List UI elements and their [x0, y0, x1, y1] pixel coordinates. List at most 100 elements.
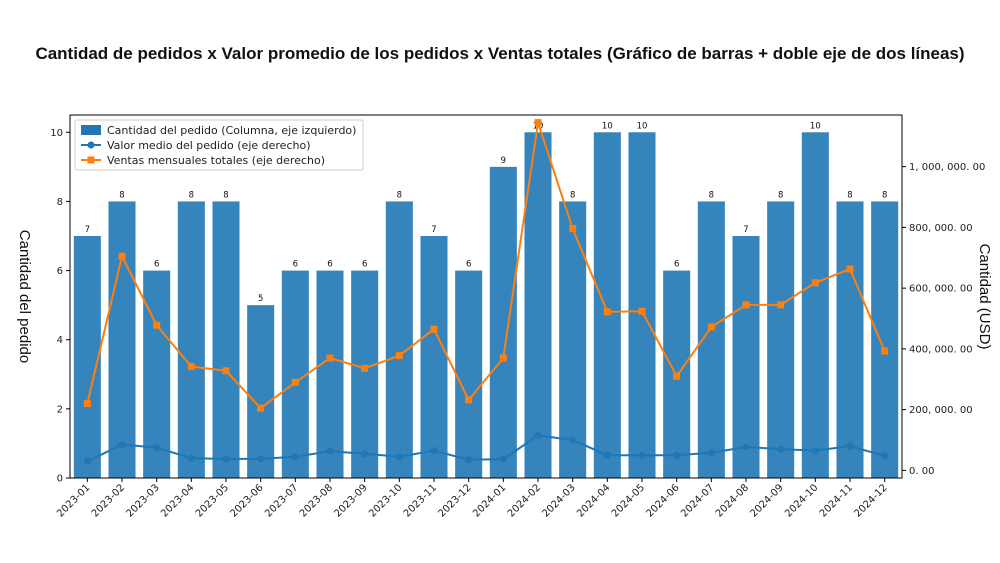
y-tick-label: 4 [57, 335, 63, 346]
line-point [187, 454, 195, 462]
bar [732, 236, 760, 478]
line-point [534, 431, 542, 439]
line-point [395, 352, 403, 360]
x-tick-label: 2023-08 [298, 482, 335, 519]
bar-value-label: 8 [223, 190, 228, 200]
x-tick-label: 2023-07 [263, 482, 300, 519]
bar-value-label: 6 [154, 260, 159, 270]
bar-value-label: 7 [743, 225, 748, 235]
bar-value-label: 8 [570, 190, 575, 200]
line-point [395, 453, 403, 461]
line-point [326, 447, 334, 455]
series-line [86, 122, 886, 410]
line-point [257, 404, 265, 412]
line-point [118, 441, 126, 449]
line-point [430, 447, 438, 455]
bar-value-label: 10 [637, 121, 648, 131]
bar [871, 201, 899, 478]
bar [351, 270, 379, 478]
x-tick-label: 2024-05 [610, 482, 647, 519]
bar-value-label: 8 [709, 190, 714, 200]
x-tick-label: 2023-01 [55, 482, 92, 519]
line-point [499, 354, 507, 362]
line-point [291, 453, 299, 461]
x-tick-label: 2024-11 [818, 482, 855, 519]
line-point [465, 456, 473, 464]
x-tick-label: 2024-07 [679, 482, 716, 519]
line-point [673, 451, 681, 459]
line-point [603, 451, 611, 459]
bar-value-label: 6 [466, 260, 471, 270]
bar-value-label: 6 [327, 260, 332, 270]
line-point [569, 225, 577, 233]
line-point [291, 378, 299, 386]
bar-value-label: 6 [674, 260, 679, 270]
line-point [153, 444, 161, 452]
bar [628, 132, 656, 479]
y2-tick-label: 800, 000. 00 [909, 223, 973, 234]
bar [177, 201, 205, 478]
x-tick-label: 2023-04 [159, 482, 196, 519]
bar-value-label: 7 [431, 225, 436, 235]
bar [767, 201, 795, 478]
x-tick-label: 2024-10 [783, 482, 820, 519]
line-point [465, 396, 473, 404]
legend-box [74, 119, 364, 171]
x-tick-label: 2023-02 [90, 482, 127, 519]
x-tick-label: 2024-09 [748, 482, 785, 519]
bar-value-label: 6 [362, 260, 367, 270]
x-tick-label: 2024-08 [714, 482, 751, 519]
bar-value-label: 5 [258, 294, 263, 304]
legend: Cantidad del pedido (Columna, eje izquie… [74, 119, 364, 171]
line-point [222, 367, 230, 375]
legend-label: Cantidad del pedido (Columna, eje izquie… [107, 124, 356, 137]
x-tick-label: 2023-11 [402, 482, 439, 519]
bar-value-label: 7 [85, 225, 90, 235]
bar [212, 201, 240, 478]
x-tick-label: 2023-05 [194, 482, 231, 519]
bar [73, 236, 101, 478]
bar-value-label: 8 [119, 190, 124, 200]
bar [316, 270, 344, 478]
y2-tick-label: 400, 000. 00 [909, 344, 973, 355]
line-point [742, 301, 750, 309]
line-point [846, 265, 854, 273]
line-point [361, 364, 369, 372]
bar [559, 201, 587, 478]
legend-swatch [81, 125, 101, 135]
line-point [499, 455, 507, 463]
line-point [811, 279, 819, 287]
line-point [187, 363, 195, 371]
bar [281, 270, 309, 478]
y2-tick-label: 600, 000. 00 [909, 284, 973, 295]
series-line [86, 434, 885, 463]
y-tick-label: 6 [57, 266, 63, 277]
y2-tick-label: 200, 000. 00 [909, 405, 973, 416]
line-point [881, 452, 889, 460]
line-point [742, 443, 750, 451]
bar-value-label: 9 [501, 156, 506, 166]
legend-marker [87, 156, 95, 164]
x-tick-label: 2024-02 [506, 482, 543, 519]
line-point [222, 455, 230, 463]
bar [801, 132, 829, 479]
bar-value-label: 6 [293, 260, 298, 270]
y2-tick-label: 1, 000, 000. 00 [909, 162, 985, 173]
line-point [603, 308, 611, 316]
line-point [361, 450, 369, 458]
bar [108, 201, 136, 478]
chart-title: Cantidad de pedidos x Valor promedio de … [35, 44, 965, 63]
bar [593, 132, 621, 479]
bar-value-label: 8 [882, 190, 887, 200]
x-tick-label: 2023-10 [367, 482, 404, 519]
line-point [707, 323, 715, 331]
line-point [777, 301, 785, 309]
y2-axis-title: Cantidad (USD) [976, 244, 993, 350]
x-tick-label: 2023-03 [124, 482, 161, 519]
legend-label: Ventas mensuales totales (eje derecho) [107, 154, 325, 167]
x-tick-label: 2024-04 [575, 482, 612, 519]
bar-value-label: 8 [397, 190, 402, 200]
bar [455, 270, 483, 478]
